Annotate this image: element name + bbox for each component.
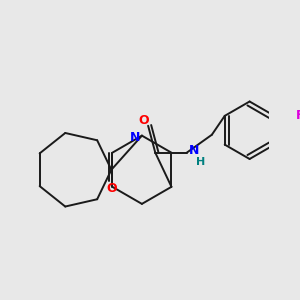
Text: O: O xyxy=(106,182,117,195)
Text: N: N xyxy=(130,131,140,144)
Text: F: F xyxy=(296,110,300,122)
Text: O: O xyxy=(138,114,149,127)
Text: N: N xyxy=(188,144,199,158)
Text: H: H xyxy=(196,157,205,167)
